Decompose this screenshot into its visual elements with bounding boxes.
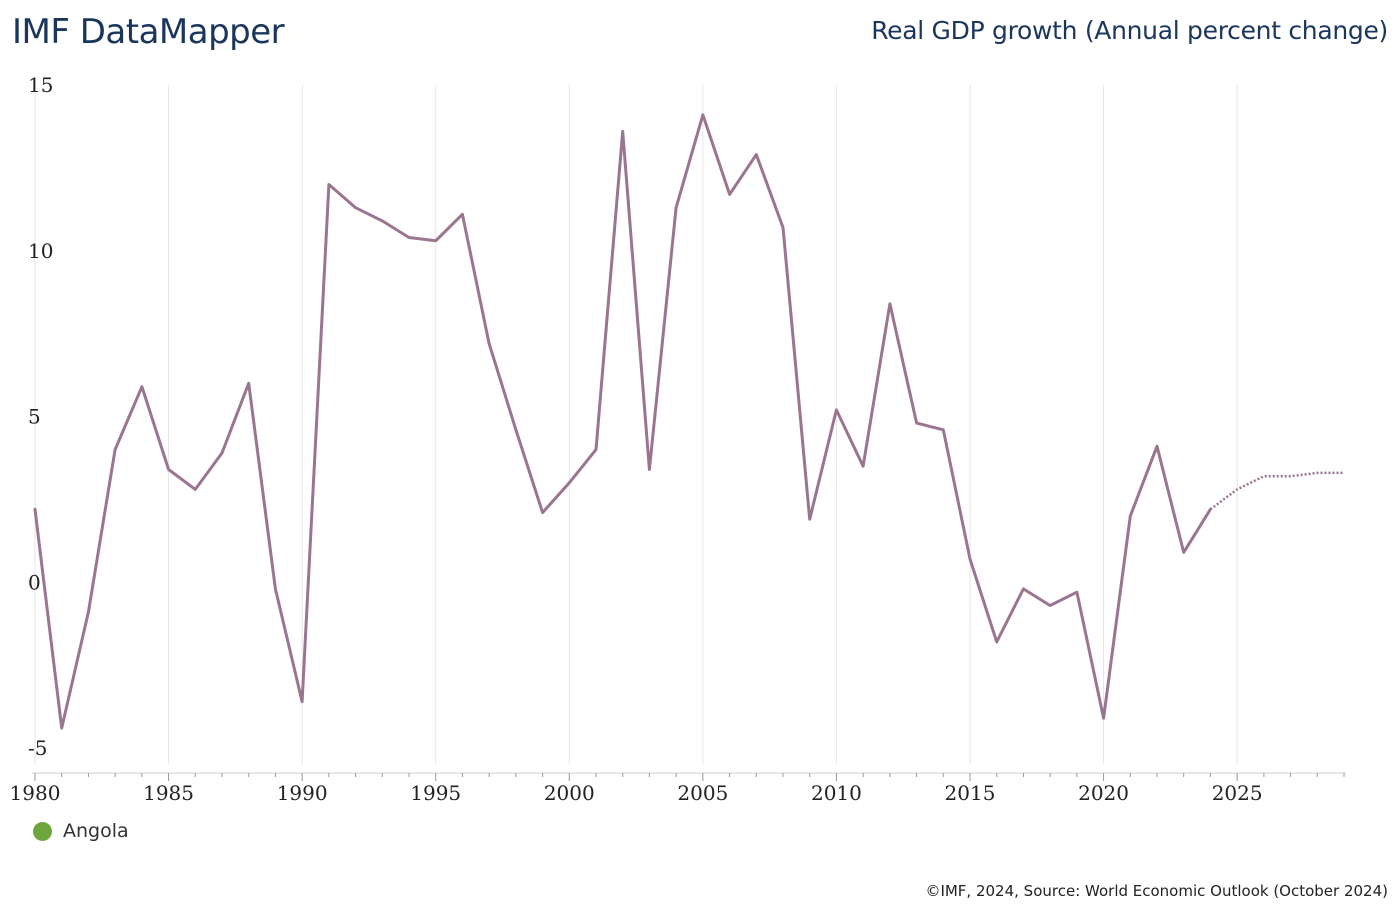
y-axis: -5 0 5 10 15 [28,73,53,760]
series-line-angola [33,113,1212,730]
legend-label-angola: Angola [63,820,129,842]
x-tick-label-2010: 2010 [811,781,862,805]
x-tick-label-1980: 1980 [10,781,61,805]
series-layer [33,113,1344,730]
x-tick-label-2015: 2015 [945,781,996,805]
x-tick-label-1995: 1995 [410,781,461,805]
x-tick-label-1990: 1990 [277,781,328,805]
y-tick-label-0: 0 [28,570,41,594]
y-tick-label--5: -5 [28,736,47,760]
x-axis-labels: 1980 1985 1990 1995 2000 2005 2010 2015 2020 2025 [10,781,1263,805]
chart-title: Real GDP growth (Annual percent change) [871,16,1388,45]
y-tick-label-15: 15 [28,73,53,97]
y-tick-label-10: 10 [28,239,53,263]
x-tick-label-2000: 2000 [544,781,595,805]
x-tick-label-2005: 2005 [677,781,728,805]
legend-marker-angola [33,821,52,841]
x-axis [32,772,1346,781]
brand-title: IMF DataMapper [12,12,285,52]
grid-lines [34,85,1238,765]
x-tick-label-2020: 2020 [1078,781,1129,805]
x-tick-label-1985: 1985 [143,781,194,805]
legend[interactable]: Angola [33,820,129,842]
y-tick-label-5: 5 [28,405,41,429]
series-forecast-angola [1209,471,1344,511]
source-credit: ©IMF, 2024, Source: World Economic Outlo… [925,882,1388,900]
x-tick-label-2025: 2025 [1212,781,1263,805]
